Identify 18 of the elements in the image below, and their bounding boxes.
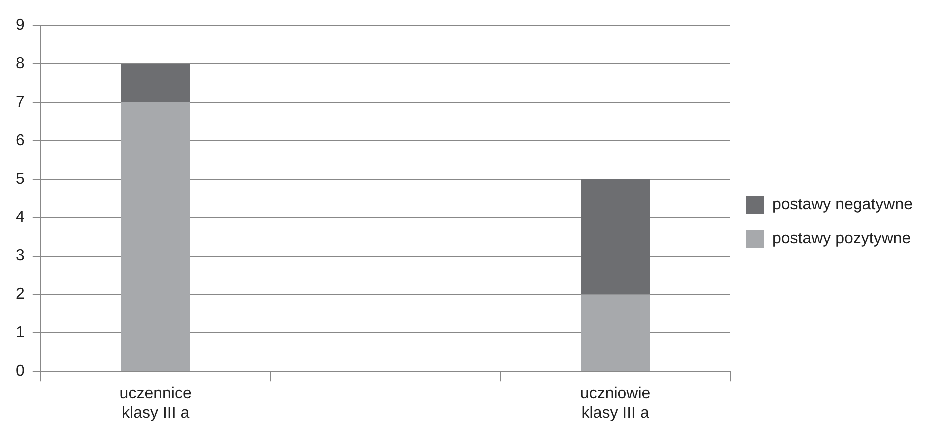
legend-label: postawy negatywne [772, 196, 914, 214]
y-tick-label: 6 [16, 132, 25, 150]
y-tick-label: 3 [16, 248, 25, 265]
bar [121, 64, 190, 102]
y-tick-label: 9 [16, 17, 25, 34]
bar [581, 179, 650, 295]
x-tick-label: uczniowie klasy III a [580, 386, 651, 422]
bar [121, 102, 190, 372]
y-tick-label: 1 [16, 324, 25, 342]
bar [581, 294, 650, 372]
y-tick-label: 2 [16, 286, 25, 304]
y-tick-label: 8 [16, 55, 25, 72]
legend-label: postawy pozytywne [772, 230, 912, 248]
y-tick-label: 7 [16, 94, 25, 111]
x-tick-label: uczennice klasy III a [120, 386, 192, 422]
y-tick-label: 5 [16, 170, 25, 188]
y-tick-label: 4 [16, 209, 25, 226]
y-tick-label: 0 [16, 363, 25, 380]
